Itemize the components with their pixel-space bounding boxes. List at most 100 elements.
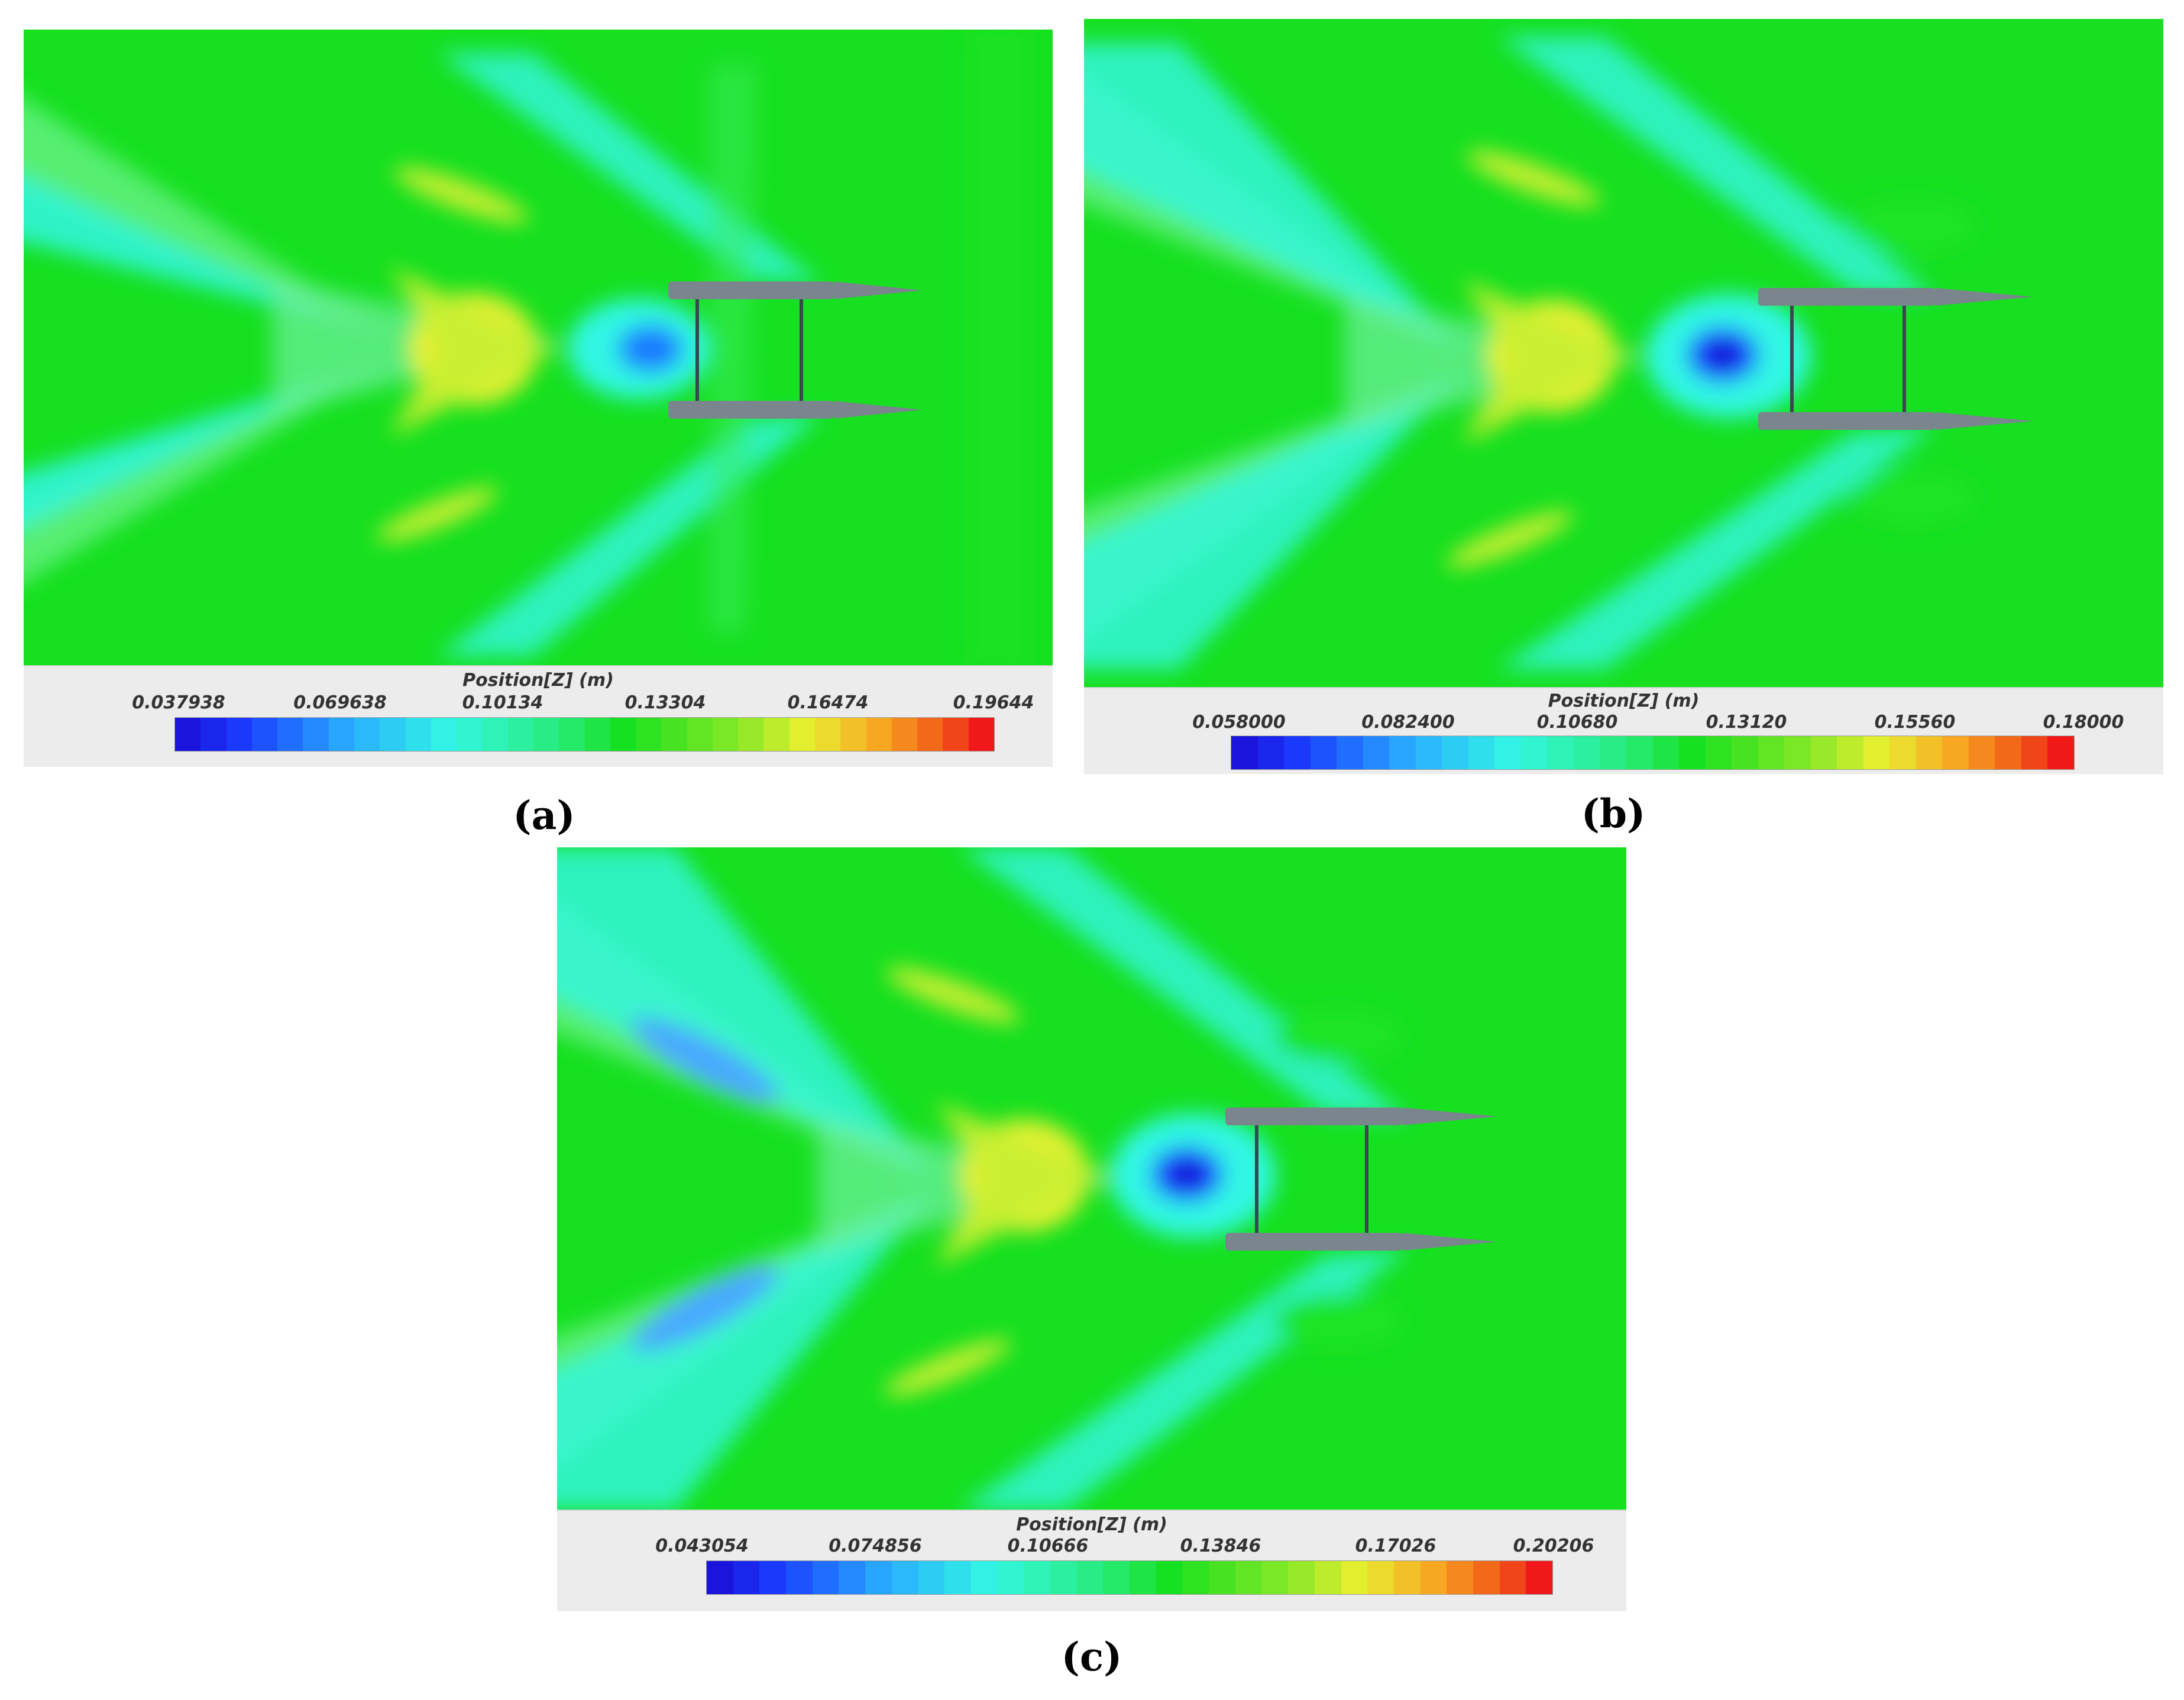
- colorbar-segment: [812, 1561, 839, 1594]
- colorbar-segment: [1314, 1561, 1341, 1594]
- colorbar-segment: [636, 718, 662, 751]
- colorbar-segment: [1679, 736, 1706, 769]
- colorbar: [174, 717, 995, 752]
- colorbar-segment: [1231, 736, 1258, 769]
- colorbar-segment: [431, 718, 457, 751]
- tick-label: 0.082400: [1361, 712, 1455, 733]
- colorbar-segment: [1468, 736, 1495, 769]
- colorbar-segment: [763, 718, 790, 751]
- colorbar-segment: [1156, 1561, 1183, 1594]
- colorbar-segment: [1284, 736, 1311, 769]
- colorbar-segment: [277, 718, 303, 751]
- colorbar-segment: [1341, 1561, 1368, 1594]
- panel-b: Position[Z] (m) 0.058000 0.082400 0.1068…: [1084, 19, 2163, 837]
- colorbar-segment: [1447, 1561, 1473, 1594]
- colorbar-segment: [1837, 736, 1863, 769]
- colorbar-segment: [1526, 1561, 1552, 1594]
- tick-label: 0.17026: [1355, 1536, 1436, 1556]
- colorbar-segment: [1889, 736, 1916, 769]
- colorbar-segment: [1784, 736, 1811, 769]
- colorbar-segment: [1494, 736, 1521, 769]
- colorbar-segment: [1652, 736, 1680, 769]
- colorbar-segment: [303, 718, 329, 751]
- colorbar-segment: [944, 1561, 971, 1594]
- wave-contour-plot-a: [24, 30, 1053, 665]
- colorbar-segment: [1209, 1561, 1235, 1594]
- colorbar-segment: [789, 718, 816, 751]
- tick-label: 0.037938: [132, 692, 225, 713]
- colorbar-segment: [1050, 1561, 1077, 1594]
- panel-a: Position[Z] (m) 0.037938 0.069638 0.1013…: [24, 30, 1053, 838]
- colorbar-segment: [1705, 736, 1732, 769]
- tick-label: 0.16474: [787, 692, 869, 713]
- tick-label: 0.18000: [2043, 712, 2124, 733]
- tick-label: 0.074856: [829, 1536, 922, 1556]
- colorbar-segment: [733, 1561, 760, 1594]
- colorbar-segment: [1257, 736, 1284, 769]
- colorbar-segment: [738, 718, 764, 751]
- panel-c: Position[Z] (m) 0.043054 0.074856 0.1066…: [557, 847, 1626, 1680]
- colorbar-segment: [1420, 1561, 1447, 1594]
- catamaran-hull-a: [668, 281, 923, 419]
- tick-label: 0.043054: [655, 1536, 749, 1556]
- colorbar-segment: [1863, 736, 1890, 769]
- tick-label: 0.13304: [625, 692, 706, 713]
- colorbar-segment: [507, 718, 533, 751]
- legend-title: Position[Z] (m): [462, 670, 614, 691]
- tick-label: 0.058000: [1192, 712, 1286, 733]
- colorbar-segment: [559, 718, 585, 751]
- colorbar-segment: [1235, 1561, 1262, 1594]
- tick-label: 0.10680: [1536, 712, 1618, 733]
- colorbar-segment: [1024, 1561, 1050, 1594]
- colorbar-segment: [354, 718, 380, 751]
- tick-label: 0.19644: [953, 692, 1034, 713]
- colorbar-segment: [1600, 736, 1626, 769]
- colorbar-segment: [1337, 736, 1363, 769]
- catamaran-hull-b: [1758, 288, 2033, 430]
- colorbar-segment: [759, 1561, 787, 1594]
- tick-label: 0.15560: [1874, 712, 1956, 733]
- colorbar-segment: [1389, 736, 1416, 769]
- colorbar-segment: [917, 718, 943, 751]
- colorbar-segment: [1076, 1561, 1104, 1594]
- wave-contour-plot-b: [1084, 19, 2163, 687]
- colorbar-segment: [1182, 1561, 1209, 1594]
- colorbar-segment: [328, 718, 354, 751]
- colorbar-segment: [866, 718, 892, 751]
- colorbar-segment: [380, 718, 406, 751]
- colorbar-segment: [482, 718, 508, 751]
- colorbar-segment: [1916, 736, 1943, 769]
- colorbar-segment: [175, 718, 201, 751]
- legend-b: Position[Z] (m) 0.058000 0.082400 0.1068…: [1084, 687, 2163, 774]
- colorbar-segment: [712, 718, 739, 751]
- colorbar-segment: [840, 718, 866, 751]
- caption-a: (a): [513, 792, 575, 838]
- colorbar-segment: [968, 718, 994, 751]
- legend-title: Position[Z] (m): [1016, 1514, 1167, 1535]
- colorbar-segment: [533, 718, 559, 751]
- colorbar-segment: [1442, 736, 1468, 769]
- colorbar-segment: [1520, 736, 1548, 769]
- legend-c: Position[Z] (m) 0.043054 0.074856 0.1066…: [557, 1510, 1626, 1611]
- colorbar-segment: [1363, 736, 1390, 769]
- caption-b: (b): [1581, 791, 1646, 837]
- colorbar-segment: [1367, 1561, 1394, 1594]
- colorbar-segment: [610, 718, 636, 751]
- caption-c: (c): [1061, 1634, 1122, 1680]
- colorbar-segment: [997, 1561, 1024, 1594]
- colorbar-segment: [1732, 736, 1758, 769]
- catamaran-hull-c: [1225, 1108, 1497, 1251]
- colorbar-segment: [1810, 736, 1837, 769]
- colorbar: [706, 1560, 1553, 1595]
- colorbar-segment: [1130, 1561, 1156, 1594]
- colorbar-segment: [1310, 736, 1337, 769]
- colorbar-segment: [891, 1561, 918, 1594]
- colorbar-segment: [815, 718, 841, 751]
- tick-label: 0.20206: [1513, 1536, 1594, 1556]
- wave-contour-plot-c: [557, 847, 1626, 1510]
- colorbar-segment: [2021, 736, 2048, 769]
- tick-label: 0.13846: [1180, 1536, 1261, 1556]
- colorbar-segment: [918, 1561, 945, 1594]
- colorbar-segment: [1995, 736, 2021, 769]
